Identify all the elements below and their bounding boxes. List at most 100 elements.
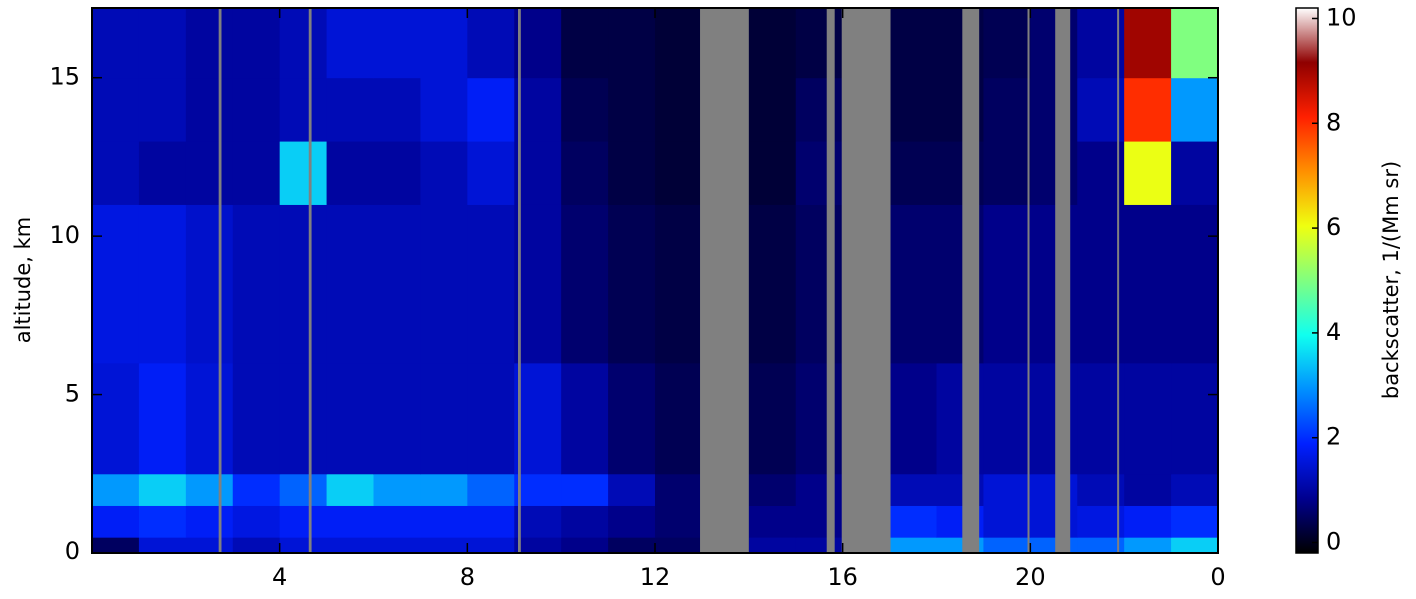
- heat-cell: [232, 204, 281, 364]
- heat-cell: [889, 473, 937, 506]
- heat-cell: [983, 8, 1031, 79]
- colorbar-tick-label: 6: [1326, 213, 1341, 241]
- heat-cell: [514, 141, 562, 205]
- heat-cell: [748, 204, 797, 364]
- heat-cell: [1124, 505, 1172, 538]
- heat-cell: [608, 8, 656, 79]
- heat-cell: [1030, 141, 1078, 205]
- heat-cell: [983, 77, 1031, 142]
- heat-cell: [514, 362, 562, 475]
- heat-cell: [1171, 141, 1219, 205]
- y-axis-label: altitude, km: [11, 217, 35, 344]
- heat-cell: [420, 204, 468, 364]
- heat-cell: [467, 505, 515, 538]
- heat-cell: [561, 141, 609, 205]
- heat-cell: [420, 473, 468, 506]
- y-tick-label: 0: [65, 537, 80, 565]
- heat-cell: [185, 537, 234, 554]
- heat-cell: [608, 204, 656, 364]
- heat-cell: [1030, 362, 1078, 475]
- heat-cell: [185, 8, 234, 79]
- heat-cell: [795, 537, 844, 554]
- heat-cell: [748, 141, 797, 205]
- heat-cell: [748, 362, 797, 475]
- heat-cell: [138, 141, 187, 205]
- colorbar: [1295, 7, 1319, 554]
- heat-cell: [1077, 8, 1125, 79]
- y-tick-label: 10: [49, 221, 80, 249]
- heat-cell: [608, 473, 656, 506]
- heat-cell: [1030, 505, 1078, 538]
- heat-cell: [92, 537, 140, 554]
- heat-cell: [561, 362, 609, 475]
- heat-cell: [467, 141, 515, 205]
- heat-cell: [983, 505, 1031, 538]
- heat-cell: [138, 77, 187, 142]
- heat-cell: [420, 77, 468, 142]
- heat-cell: [326, 473, 374, 506]
- heat-cell: [185, 141, 234, 205]
- heat-cell: [185, 505, 234, 538]
- heat-cell: [326, 537, 374, 554]
- heat-cell: [748, 8, 797, 79]
- heat-cell: [467, 8, 515, 79]
- heat-cell: [983, 204, 1031, 364]
- no-data-band: [1117, 8, 1120, 553]
- heat-cell: [420, 362, 468, 475]
- heat-cell: [889, 8, 937, 79]
- heat-cell: [373, 141, 421, 205]
- heat-cell: [1171, 204, 1219, 364]
- x-tick-label: 0: [1210, 563, 1225, 591]
- heat-cell: [326, 505, 374, 538]
- heat-cell: [373, 77, 421, 142]
- no-data-band: [700, 8, 749, 553]
- heat-cell: [232, 362, 281, 475]
- heat-cell: [373, 505, 421, 538]
- heat-cell: [467, 537, 515, 554]
- heat-cell: [326, 362, 374, 475]
- heat-cell: [92, 362, 140, 475]
- heat-cell: [373, 8, 421, 79]
- heat-cell: [232, 473, 281, 506]
- heat-cell: [1077, 362, 1125, 475]
- heat-cell: [1124, 473, 1172, 506]
- heat-cell: [1077, 505, 1125, 538]
- heat-cell: [655, 537, 703, 554]
- heat-cell: [983, 537, 1031, 554]
- heat-cell: [795, 362, 844, 475]
- heat-cell: [748, 473, 797, 506]
- heat-cell: [138, 505, 187, 538]
- heat-cell: [748, 505, 797, 538]
- heat-cell: [1124, 141, 1172, 205]
- heat-cell: [1124, 537, 1172, 554]
- heat-cell: [326, 77, 374, 142]
- no-data-regions: [218, 8, 1120, 553]
- heat-cell: [1171, 77, 1219, 142]
- heat-cell: [655, 141, 703, 205]
- heat-cell: [795, 141, 844, 205]
- heat-cell: [279, 77, 328, 142]
- heat-cell: [279, 141, 328, 205]
- heat-cell: [983, 362, 1031, 475]
- heat-cell: [655, 473, 703, 506]
- colorbar-tick-label: 8: [1326, 108, 1341, 136]
- heat-cell: [138, 537, 187, 554]
- heat-cell: [514, 473, 562, 506]
- x-tick-label: 16: [827, 563, 858, 591]
- no-data-band: [218, 8, 222, 553]
- axes: 4 8 12 16 20 0 0 5 10 15 0 2 4 6 8 10: [49, 3, 1356, 591]
- heat-cell: [1171, 362, 1219, 475]
- heat-cell: [1124, 8, 1172, 79]
- heat-cell: [467, 204, 515, 364]
- heat-cell: [232, 505, 281, 538]
- heat-cell: [795, 8, 844, 79]
- heat-cell: [1030, 537, 1078, 554]
- no-data-band: [841, 8, 891, 553]
- heat-cell: [420, 505, 468, 538]
- x-tick-label: 20: [1015, 563, 1046, 591]
- heat-cell: [655, 77, 703, 142]
- heat-cell: [1171, 473, 1219, 506]
- heat-cell: [795, 77, 844, 142]
- heat-cell: [373, 473, 421, 506]
